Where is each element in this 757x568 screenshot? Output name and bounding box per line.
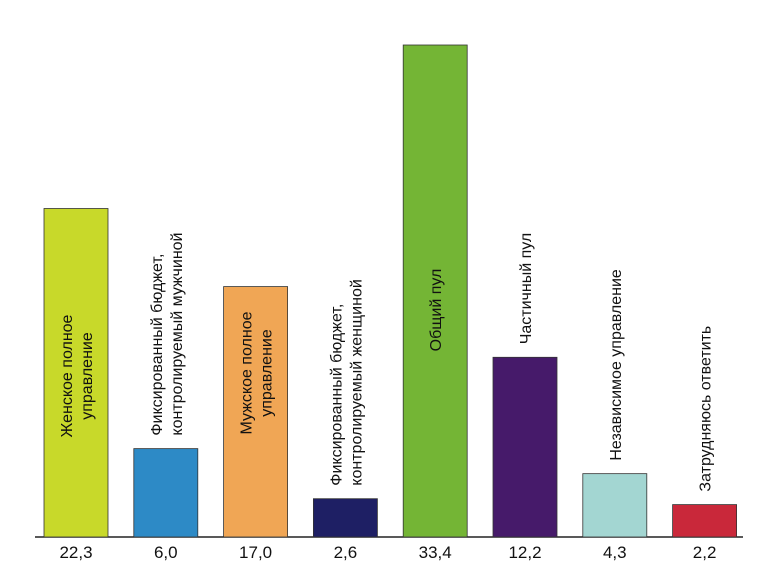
category-label-7-line-1: Независимое управление (608, 269, 625, 461)
category-label-1: Женское полное управление (59, 314, 96, 437)
category-label-4-line-1: Фиксированный бюджет, (328, 304, 345, 486)
category-label-8: Затрудняюсь ответить (698, 326, 715, 492)
bar-3 (223, 286, 289, 538)
bar-7 (582, 473, 648, 538)
category-label-3: Мужское полное управление (239, 311, 276, 434)
category-label-4: Фиксированный бюджет, контролируемый женщ… (328, 279, 365, 486)
category-label-8-line-1: Затрудняюсь ответить (698, 326, 715, 492)
value-label-8: 2,2 (693, 543, 717, 562)
category-label-3-line-1: Мужское полное (239, 311, 256, 434)
value-label-5: 33,4 (419, 543, 452, 562)
category-label-7: Независимое управление (608, 269, 625, 461)
value-label-7: 4,3 (603, 543, 627, 562)
bar-2 (133, 448, 199, 538)
value-label-1: 22,3 (59, 543, 92, 562)
value-label-3: 17,0 (239, 543, 272, 562)
value-label-2: 6,0 (154, 543, 178, 562)
category-label-6-line-1: Частичный пул (518, 233, 535, 345)
bar-8 (672, 504, 737, 538)
category-label-4-line-2: контролируемый женщиной (348, 279, 365, 486)
bar-6 (492, 356, 558, 538)
category-label-2: Фиксированный бюджет, контролируемый мужч… (149, 233, 186, 436)
category-label-6: Частичный пул (518, 233, 535, 345)
bar-4 (312, 498, 378, 538)
bar-5 (402, 44, 468, 538)
category-label-5-line-1: Общий пул (428, 269, 445, 352)
category-label-2-line-1: Фиксированный бюджет, (149, 254, 166, 436)
category-label-1-line-2: управление (79, 332, 96, 420)
category-label-1-line-1: Женское полное (59, 314, 76, 437)
value-label-4: 2,6 (334, 543, 358, 562)
category-label-5: Общий пул (428, 269, 445, 352)
category-label-3-line-2: управление (259, 329, 276, 417)
value-label-6: 12,2 (508, 543, 541, 562)
category-label-2-line-2: контролируемый мужчиной (169, 233, 186, 436)
bar-1 (43, 208, 109, 538)
